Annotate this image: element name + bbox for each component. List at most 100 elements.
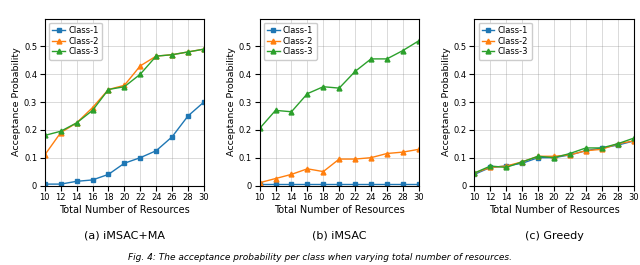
Class-1: [383, 183, 391, 186]
Class-2: [566, 153, 574, 156]
Class-3: [41, 134, 49, 137]
Class-3: [502, 166, 510, 169]
Class-3: [566, 152, 574, 155]
Class-3: [415, 39, 422, 42]
Line: Class-3: Class-3: [42, 47, 206, 138]
Legend: Class-1, Class-2, Class-3: Class-1, Class-2, Class-3: [479, 23, 532, 60]
Class-3: [120, 85, 128, 88]
Class-2: [256, 181, 264, 184]
Class-2: [184, 50, 192, 54]
Class-2: [287, 173, 295, 176]
Class-3: [200, 47, 208, 51]
Class-2: [502, 164, 510, 168]
Class-2: [104, 88, 112, 91]
Class-2: [152, 55, 160, 58]
Class-3: [272, 109, 280, 112]
Class-3: [614, 142, 621, 145]
Class-2: [272, 177, 280, 180]
Class-3: [287, 110, 295, 113]
Class-3: [383, 57, 391, 60]
Class-2: [598, 148, 605, 151]
Line: Class-2: Class-2: [472, 139, 636, 175]
Class-3: [630, 137, 637, 140]
Class-3: [104, 88, 112, 91]
Class-2: [136, 64, 144, 67]
Class-1: [518, 162, 526, 165]
X-axis label: Total Number of Resources: Total Number of Resources: [489, 205, 620, 215]
Class-3: [168, 53, 176, 56]
Class-1: [319, 183, 327, 186]
Class-1: [168, 135, 176, 138]
Class-1: [598, 146, 605, 149]
Class-2: [518, 160, 526, 164]
Line: Class-2: Class-2: [42, 47, 206, 157]
Text: Fig. 4: The acceptance probability per class when varying total number of resour: Fig. 4: The acceptance probability per c…: [128, 253, 512, 262]
Class-2: [41, 153, 49, 156]
Class-1: [256, 183, 264, 186]
Class-1: [73, 180, 81, 183]
Class-3: [486, 164, 494, 168]
Class-1: [351, 183, 359, 186]
Class-3: [335, 86, 343, 90]
Class-3: [184, 50, 192, 54]
Class-3: [470, 171, 478, 175]
Class-2: [582, 149, 589, 152]
Class-1: [200, 100, 208, 104]
Class-1: [89, 178, 97, 182]
Class-2: [470, 171, 478, 175]
Y-axis label: Acceptance Probability: Acceptance Probability: [442, 48, 451, 156]
Class-1: [303, 183, 311, 186]
Class-1: [120, 162, 128, 165]
X-axis label: Total Number of Resources: Total Number of Resources: [274, 205, 404, 215]
Class-3: [399, 49, 406, 52]
Text: (a) iMSAC+MA: (a) iMSAC+MA: [84, 231, 165, 241]
Class-3: [256, 127, 264, 130]
Class-2: [120, 84, 128, 87]
Class-3: [367, 57, 375, 60]
Class-1: [287, 183, 295, 186]
Class-2: [168, 53, 176, 56]
Class-2: [415, 148, 422, 151]
Class-3: [57, 130, 65, 133]
Class-3: [351, 70, 359, 73]
Class-3: [319, 85, 327, 88]
Class-1: [502, 164, 510, 168]
Class-2: [351, 157, 359, 161]
Class-3: [518, 160, 526, 164]
Legend: Class-1, Class-2, Class-3: Class-1, Class-2, Class-3: [49, 23, 102, 60]
Class-1: [486, 166, 494, 169]
Class-1: [470, 173, 478, 176]
Class-1: [136, 156, 144, 159]
Class-1: [630, 139, 637, 143]
Class-2: [550, 155, 558, 158]
Class-3: [73, 121, 81, 125]
Class-2: [383, 152, 391, 155]
X-axis label: Total Number of Resources: Total Number of Resources: [59, 205, 189, 215]
Class-1: [41, 183, 49, 186]
Class-1: [534, 156, 542, 159]
Class-2: [73, 121, 81, 125]
Class-1: [614, 144, 621, 147]
Class-3: [582, 146, 589, 149]
Class-3: [550, 156, 558, 159]
Class-2: [200, 47, 208, 51]
Class-3: [598, 146, 605, 149]
Class-2: [630, 139, 637, 143]
Class-2: [367, 156, 375, 159]
Text: (b) iMSAC: (b) iMSAC: [312, 231, 367, 241]
Class-1: [367, 183, 375, 186]
Line: Class-2: Class-2: [257, 147, 421, 185]
Class-2: [399, 151, 406, 154]
Class-3: [152, 55, 160, 58]
Class-1: [184, 114, 192, 118]
Text: (c) Greedy: (c) Greedy: [525, 231, 584, 241]
Class-2: [614, 142, 621, 145]
Class-2: [486, 166, 494, 169]
Class-1: [415, 183, 422, 186]
Class-1: [152, 149, 160, 152]
Class-3: [303, 92, 311, 95]
Line: Class-1: Class-1: [257, 182, 421, 187]
Line: Class-1: Class-1: [472, 139, 636, 177]
Class-1: [104, 173, 112, 176]
Y-axis label: Acceptance Probability: Acceptance Probability: [12, 48, 21, 156]
